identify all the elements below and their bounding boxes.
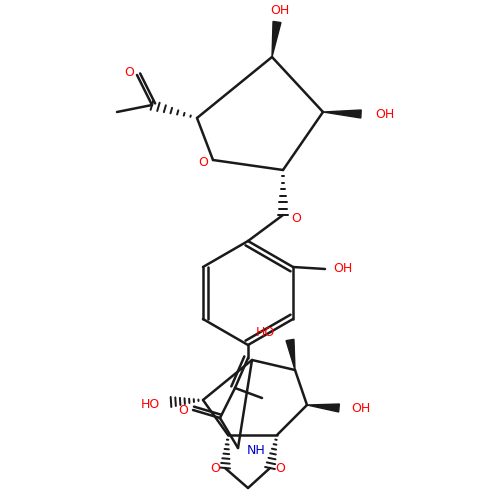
Text: O: O — [198, 156, 208, 170]
Polygon shape — [323, 110, 361, 118]
Polygon shape — [307, 404, 340, 412]
Text: O: O — [275, 462, 285, 475]
Text: OH: OH — [270, 4, 289, 16]
Text: NH: NH — [246, 444, 266, 456]
Text: O: O — [291, 212, 301, 224]
Polygon shape — [272, 22, 281, 57]
Text: O: O — [210, 462, 220, 475]
Text: OH: OH — [376, 108, 394, 120]
Text: HO: HO — [256, 326, 274, 338]
Text: O: O — [124, 66, 134, 78]
Text: OH: OH — [352, 402, 370, 414]
Polygon shape — [286, 340, 295, 370]
Text: OH: OH — [334, 262, 352, 276]
Text: O: O — [178, 404, 188, 417]
Text: HO: HO — [140, 398, 160, 410]
